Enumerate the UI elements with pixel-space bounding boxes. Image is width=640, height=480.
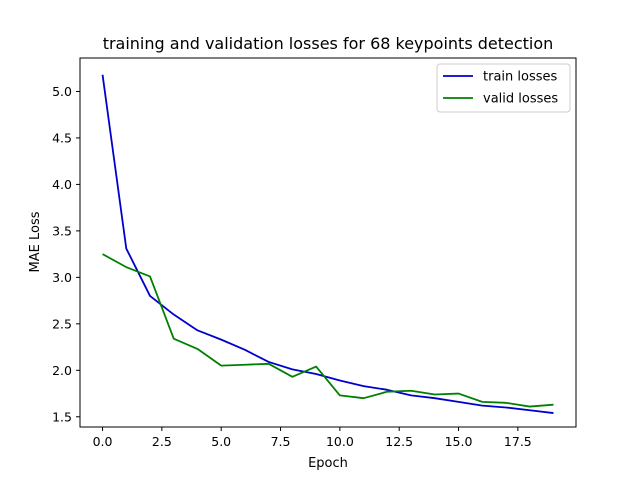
legend-label: valid losses — [483, 92, 558, 107]
y-tick-label: 2.0 — [52, 363, 72, 378]
y-axis-label: MAE Loss — [28, 211, 43, 272]
x-tick-label: 10.0 — [326, 434, 354, 449]
legend-label: train losses — [483, 70, 558, 85]
y-tick-label: 4.0 — [52, 177, 72, 192]
x-tick-label: 7.5 — [271, 434, 291, 449]
plot-frame — [79, 57, 577, 428]
x-tick-label: 0.0 — [93, 434, 113, 449]
x-axis-label: Epoch — [308, 456, 348, 471]
x-tick-label: 12.5 — [385, 434, 413, 449]
y-tick-label: 5.0 — [52, 84, 72, 99]
series-line-train — [101, 74, 554, 414]
legend: train losses valid losses — [436, 63, 571, 113]
x-tick-label: 5.0 — [211, 434, 231, 449]
y-tick-label: 3.0 — [52, 270, 72, 285]
axis-ticks: 0.0 2.5 5.0 7.5 10.0 12.5 15.0 17.5 1.5 2.0 2.5 3.0… — [52, 84, 532, 449]
series-line-valid — [102, 253, 554, 408]
x-tick-label: 2.5 — [152, 434, 172, 449]
plot-lines — [101, 74, 554, 414]
x-tick-label: 15.0 — [445, 434, 473, 449]
y-tick-label: 1.5 — [52, 409, 72, 424]
x-tick-label: 17.5 — [504, 434, 532, 449]
y-tick-label: 3.5 — [52, 223, 72, 238]
chart-title: training and validation losses for 68 ke… — [103, 34, 554, 53]
y-tick-label: 4.5 — [52, 130, 72, 145]
y-tick-label: 2.5 — [52, 316, 72, 331]
